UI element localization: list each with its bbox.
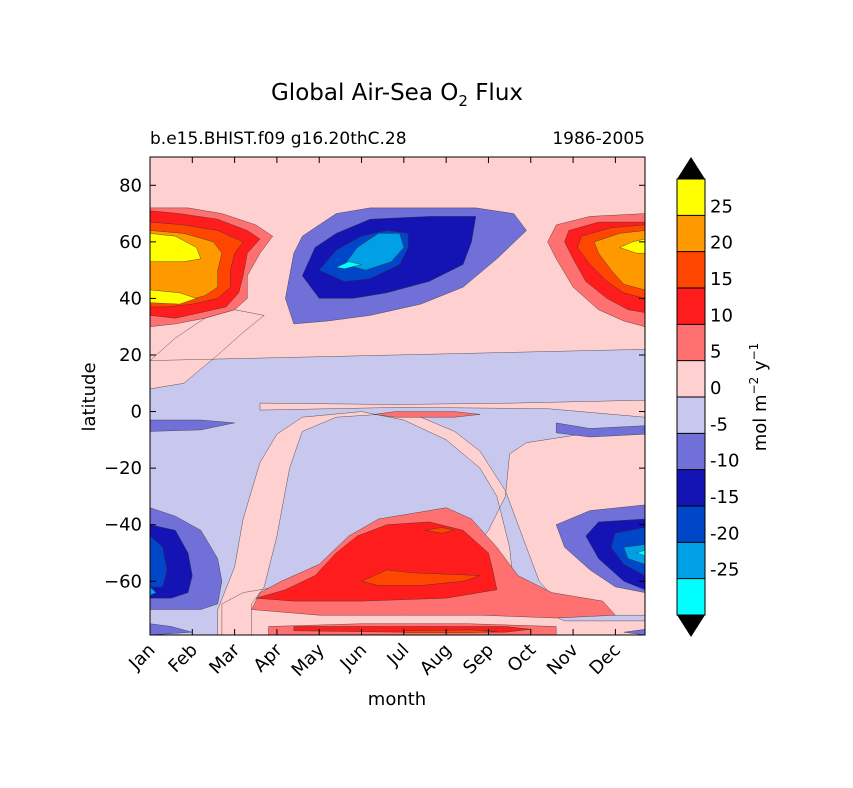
colorbar-segment bbox=[677, 251, 705, 288]
x-tick-label: Dec bbox=[585, 640, 624, 679]
x-tick-label: May bbox=[288, 639, 329, 680]
contour-region bbox=[150, 586, 157, 596]
y-tick-label: 80 bbox=[119, 175, 142, 196]
colorbar-label-exp1: −2 bbox=[747, 377, 761, 395]
y-tick-label: −20 bbox=[104, 458, 142, 479]
colorbar-label-main: mol m bbox=[750, 394, 771, 451]
contour-region bbox=[150, 419, 235, 432]
colorbar-tick-label: 15 bbox=[710, 269, 733, 290]
colorbar-segment bbox=[677, 215, 705, 252]
colorbar-segment bbox=[677, 179, 705, 216]
y-tick-label: 40 bbox=[119, 288, 142, 309]
contour-region bbox=[336, 261, 362, 269]
contour-region bbox=[623, 629, 645, 635]
colorbar-segment bbox=[677, 360, 705, 397]
subtitle-right: 1986-2005 bbox=[552, 129, 645, 149]
chart-title: Global Air-Sea O2 Flux bbox=[271, 80, 523, 110]
contour-region bbox=[361, 569, 481, 586]
colorbar-label: mol m−2 y−1 bbox=[747, 343, 771, 452]
y-axis: 80 60 40 20 0 −20 −40 −60 bbox=[104, 175, 645, 592]
colorbar-segment bbox=[677, 542, 705, 579]
y-tick-label: 0 bbox=[131, 402, 142, 423]
colorbar-tick-label: 0 bbox=[710, 378, 721, 399]
y-axis-label: latitude bbox=[79, 362, 100, 431]
colorbar-tick-label: -20 bbox=[710, 523, 739, 544]
plot-frame bbox=[149, 156, 646, 636]
colorbar-tick-label: 20 bbox=[710, 233, 733, 254]
colorbar-segment bbox=[677, 578, 705, 615]
y-tick-label: 20 bbox=[119, 345, 142, 366]
colorbar-label-mid: y bbox=[750, 360, 771, 377]
contour-region bbox=[556, 422, 645, 438]
subtitle-left: b.e15.BHIST.f09 g16.20thC.28 bbox=[150, 129, 407, 149]
x-tick-label: Jul bbox=[382, 640, 413, 671]
contour-fill-group bbox=[150, 157, 645, 635]
colorbar-extend-max bbox=[677, 157, 705, 179]
colorbar-segment bbox=[677, 397, 705, 434]
colorbar-segment bbox=[677, 433, 705, 470]
x-tick-label: Feb bbox=[164, 640, 201, 677]
x-tick-label: Apr bbox=[250, 639, 287, 676]
colorbar bbox=[676, 157, 706, 637]
y-tick-label: −40 bbox=[104, 515, 142, 536]
y-tick-label: 60 bbox=[119, 232, 142, 253]
x-tick-label: Jan bbox=[124, 640, 159, 675]
x-tick-label: Aug bbox=[416, 640, 456, 680]
y-tick-label: −60 bbox=[104, 571, 142, 592]
contour-region bbox=[150, 233, 202, 262]
contour-region bbox=[344, 233, 404, 271]
colorbar-segment bbox=[677, 469, 705, 506]
x-tick-label: Sep bbox=[459, 640, 498, 679]
contour-region bbox=[424, 527, 455, 534]
colorbar-tick-label: 10 bbox=[710, 305, 733, 326]
x-tick-label: Jun bbox=[336, 640, 371, 675]
contour-region bbox=[150, 289, 197, 305]
colorbar-tick-label: -15 bbox=[710, 487, 739, 508]
colorbar-tick-label: -5 bbox=[710, 414, 728, 435]
contour-region bbox=[619, 238, 645, 254]
contour-region bbox=[623, 544, 645, 565]
colorbar-tick-label: 25 bbox=[710, 196, 733, 217]
colorbar-ticks: 25 20 15 10 5 0 -5 -10 -15 -20 -25 bbox=[677, 196, 739, 581]
x-tick-label: Mar bbox=[205, 639, 244, 678]
x-axis-label: month bbox=[368, 689, 426, 710]
colorbar-extend-min bbox=[677, 615, 705, 637]
chart-title-subscript: 2 bbox=[458, 92, 468, 110]
colorbar-tick-label: 5 bbox=[710, 342, 721, 363]
colorbar-tick-label: -10 bbox=[710, 451, 739, 472]
chart-title-tail: Flux bbox=[468, 80, 523, 106]
colorbar-label-exp2: −1 bbox=[747, 343, 761, 361]
contour-region bbox=[374, 411, 481, 418]
colorbar-segment bbox=[677, 288, 705, 325]
colorbar-segment bbox=[677, 506, 705, 543]
contour-region bbox=[150, 535, 168, 588]
x-tick-label: Nov bbox=[543, 639, 583, 679]
colorbar-tick-label: -25 bbox=[710, 560, 739, 581]
contour-region bbox=[636, 549, 645, 556]
colorbar-segment bbox=[677, 324, 705, 361]
chart-title-main: Global Air-Sea O bbox=[271, 80, 458, 106]
x-tick-label: Oct bbox=[503, 640, 540, 677]
